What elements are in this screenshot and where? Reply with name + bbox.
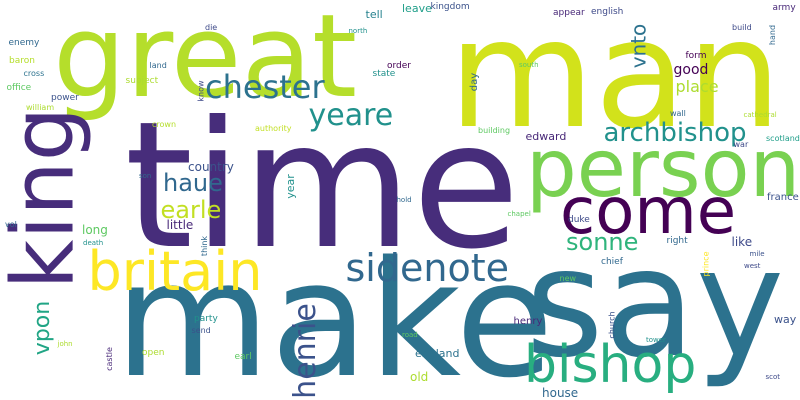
word: subject: [125, 75, 159, 86]
word: henrie: [287, 303, 323, 399]
word: authority: [255, 124, 292, 133]
word: haue: [163, 169, 223, 197]
word: man: [448, 0, 782, 162]
word: william: [26, 103, 55, 112]
word: die: [205, 23, 218, 32]
word: way: [774, 312, 797, 326]
word: come: [560, 175, 737, 249]
word: cross: [23, 69, 45, 78]
word: hold: [396, 195, 412, 204]
word: right: [666, 235, 688, 246]
word: leave: [402, 1, 432, 15]
word: enemy: [8, 37, 40, 48]
word: king: [0, 106, 93, 290]
word: son: [139, 171, 152, 180]
word: state: [372, 68, 396, 79]
word: cathedral: [743, 110, 777, 119]
word: wall: [670, 109, 686, 118]
word: john: [57, 339, 73, 348]
word: country: [188, 160, 234, 174]
word: house: [542, 386, 579, 400]
word: duke: [568, 214, 590, 225]
word: prince: [700, 251, 710, 277]
word: scot: [765, 372, 781, 381]
word: bishop: [524, 335, 697, 395]
word: war: [733, 140, 749, 149]
word: road: [402, 330, 418, 339]
word: land: [149, 61, 167, 70]
word: power: [51, 92, 79, 103]
word: say: [525, 217, 785, 391]
word: building: [478, 126, 511, 135]
word: tell: [365, 7, 383, 21]
word: south: [519, 60, 539, 69]
word: english: [591, 6, 624, 17]
word: think: [200, 235, 210, 257]
word: earle: [160, 196, 222, 224]
word: make: [114, 226, 554, 400]
word: hand: [768, 24, 778, 46]
word: old: [410, 370, 429, 384]
word: day: [469, 72, 481, 92]
word: year: [283, 173, 297, 199]
word: tower: [646, 335, 666, 344]
word: new: [559, 274, 577, 283]
word: build: [732, 23, 752, 32]
word: baron: [9, 55, 35, 66]
word: chief: [601, 256, 623, 267]
word: send: [191, 326, 211, 335]
word: north: [348, 26, 368, 35]
word: know: [196, 80, 206, 102]
word: archbishop: [603, 118, 747, 148]
word: yeare: [308, 98, 394, 133]
word: chapel: [507, 209, 531, 218]
word: henry: [513, 316, 543, 327]
word: sidenote: [345, 246, 509, 290]
word: army: [772, 2, 796, 13]
word: order: [387, 60, 411, 71]
word: britain: [87, 240, 263, 303]
word: office: [6, 82, 32, 93]
word: great: [53, 0, 358, 124]
word: like: [731, 235, 753, 249]
word: church: [607, 311, 617, 339]
word: edward: [525, 129, 567, 143]
word: vpon: [30, 300, 56, 356]
word: france: [767, 192, 799, 203]
word: good: [673, 62, 709, 78]
word: form: [685, 50, 707, 61]
word: open: [142, 347, 165, 358]
word: vol: [5, 220, 17, 229]
word: long: [82, 223, 108, 237]
word: castle: [104, 347, 114, 371]
word: appear: [553, 7, 585, 18]
word: earl: [234, 351, 252, 362]
word: crown: [152, 120, 177, 129]
word: west: [744, 261, 761, 270]
word: time: [124, 84, 520, 288]
word: death: [83, 238, 104, 247]
word: chester: [205, 68, 325, 106]
word: scotland: [766, 134, 800, 143]
word: party: [194, 313, 218, 324]
word: place: [675, 77, 719, 96]
word: kingdom: [430, 1, 470, 12]
word: vnto: [625, 23, 650, 69]
word: person: [526, 122, 800, 215]
word: little: [166, 218, 194, 232]
word: england: [415, 346, 460, 360]
word: sonne: [566, 228, 639, 256]
word: mile: [749, 249, 765, 258]
